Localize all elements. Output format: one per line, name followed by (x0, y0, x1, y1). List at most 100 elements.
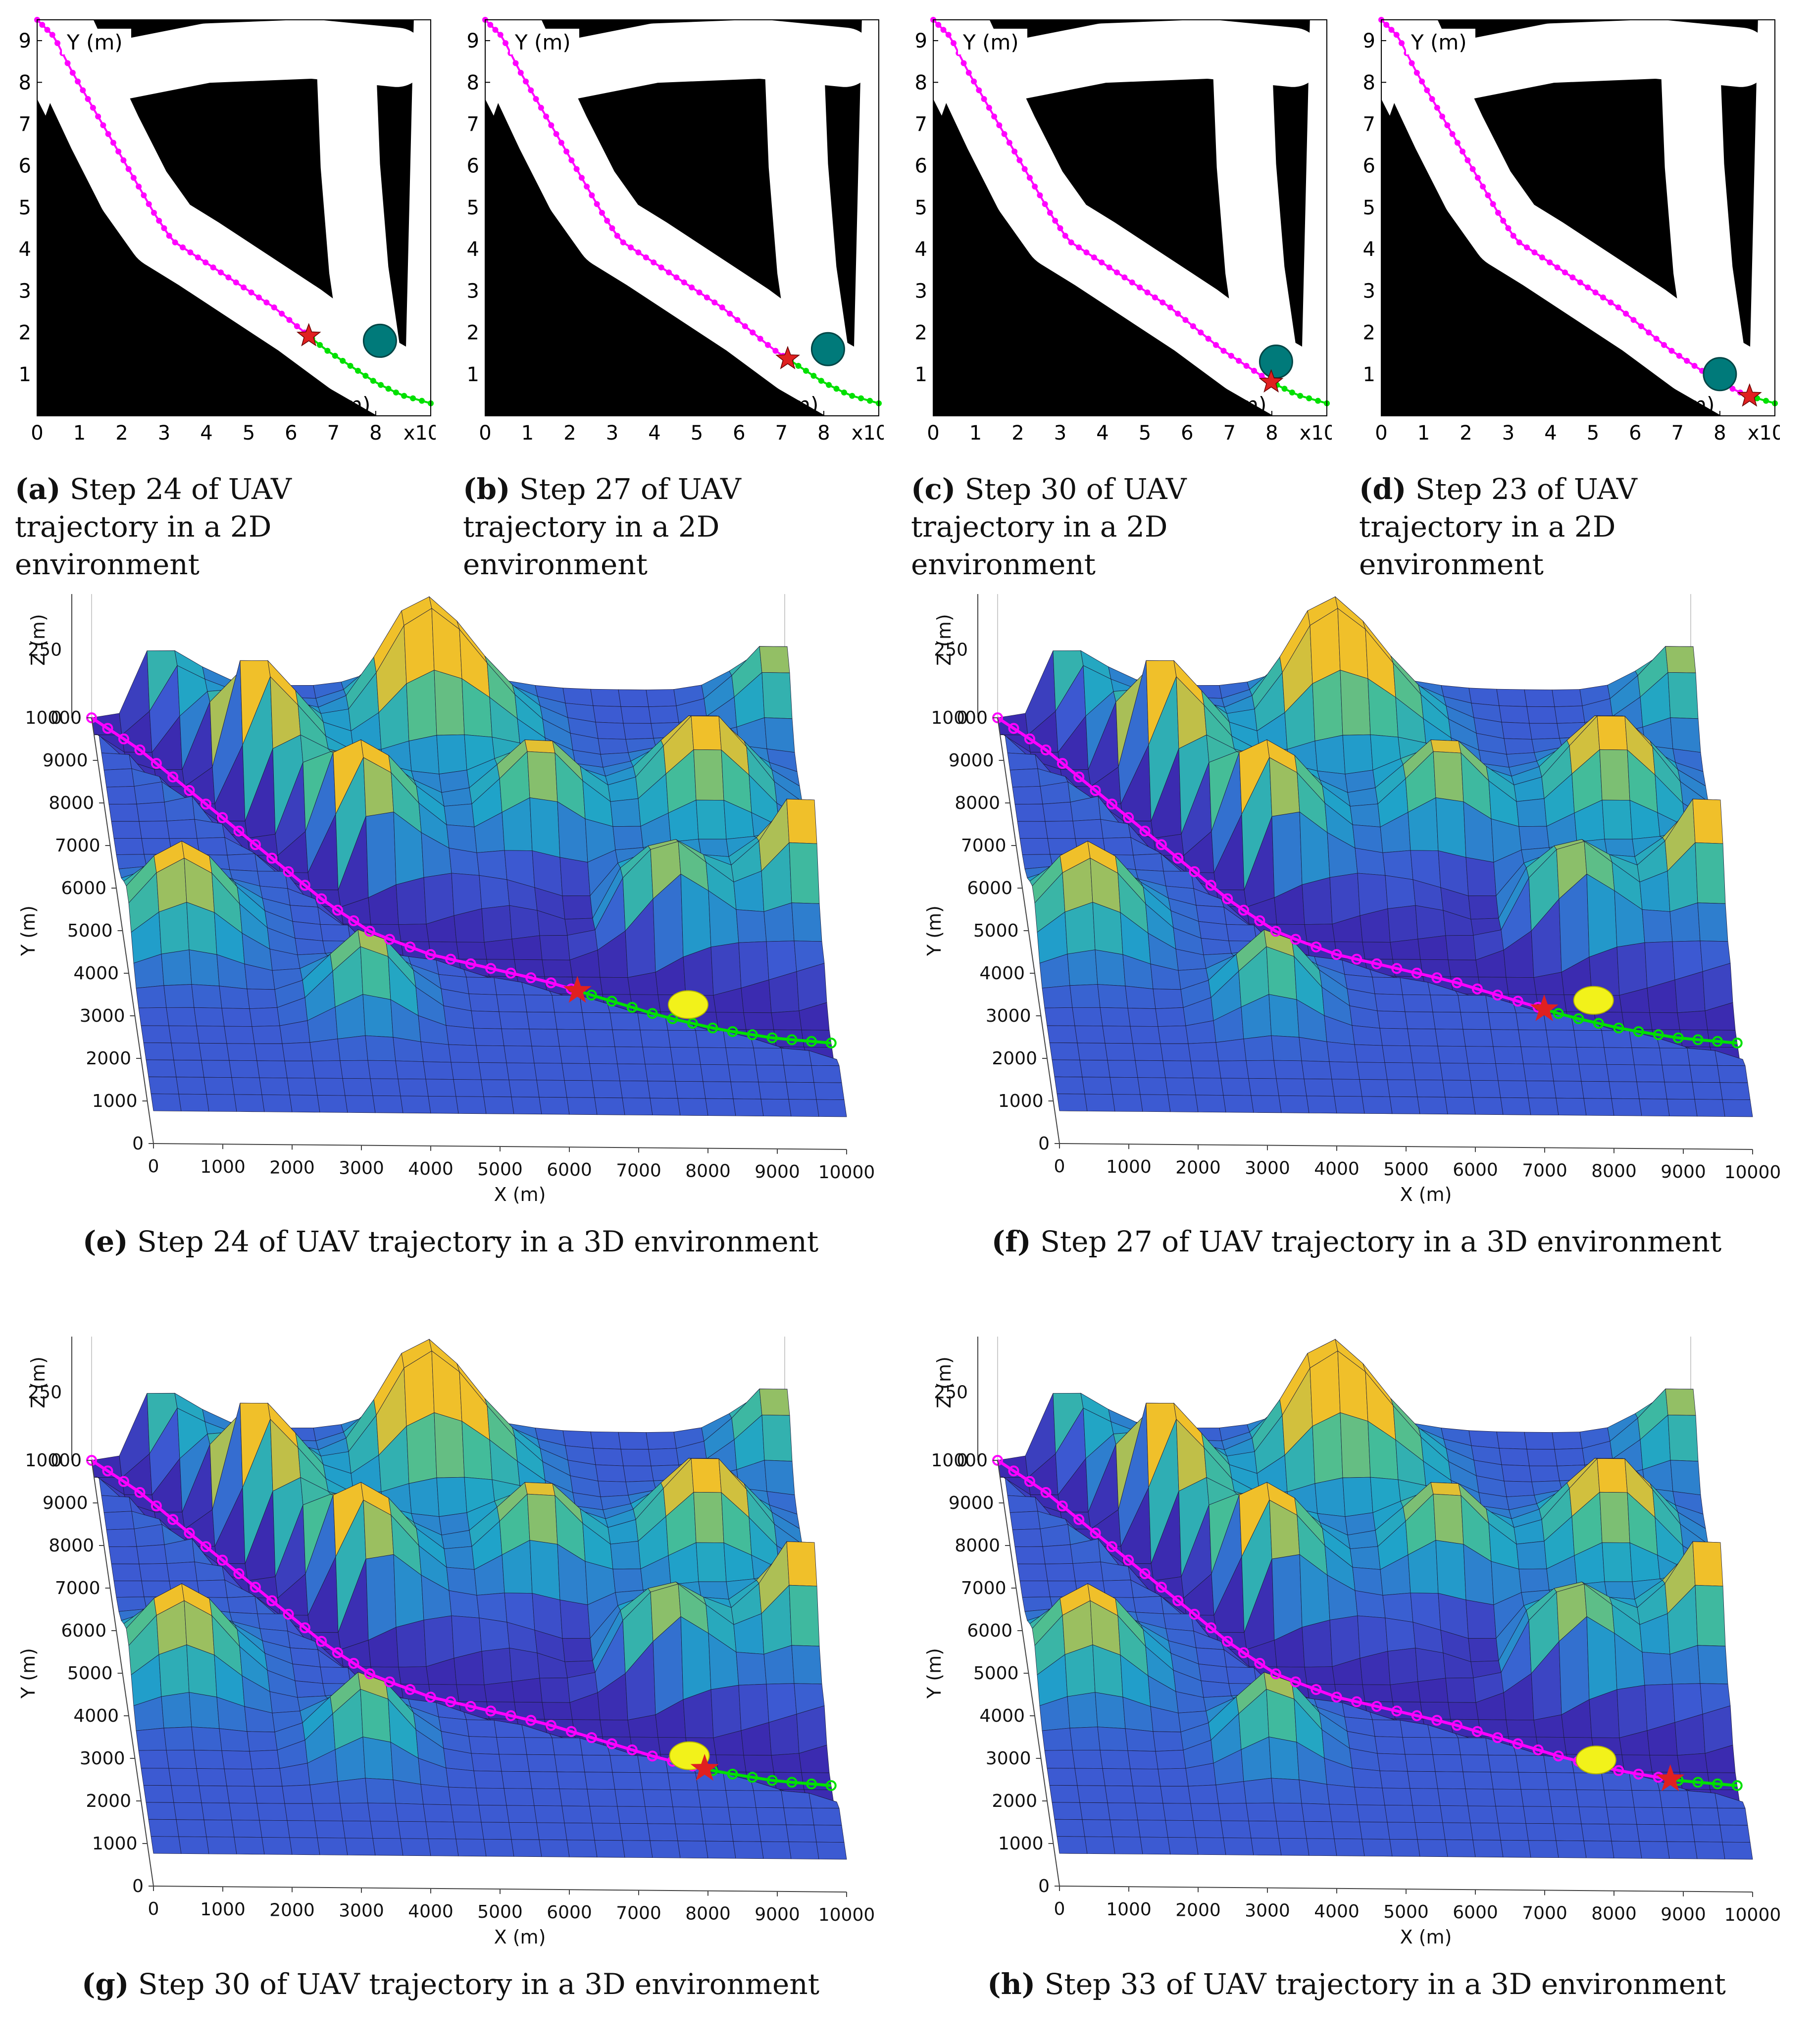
terrain-cell (1387, 905, 1418, 943)
panel-2d-a: 0 1 2 3 4 5 6 7 8 1 2 3 4 5 6 7 8 9 x10³ Y (m) X (m) (a) Ste… (0, 0, 468, 581)
terrain-cell (700, 1064, 731, 1082)
terrain-cell (1649, 1012, 1680, 1030)
terrain-cell (196, 1768, 227, 1787)
terrain-cell (226, 1043, 257, 1061)
x-tick-label: 7 (775, 422, 788, 445)
flown-waypoint (628, 244, 634, 250)
flown-waypoint (130, 175, 137, 181)
flown-waypoint (1040, 1487, 1052, 1498)
x-tick-label: 3000 (1245, 1901, 1290, 1921)
terrain-cell (598, 738, 629, 755)
flown-waypoint (996, 122, 1003, 129)
terrain-cell (227, 1596, 258, 1614)
flown-waypoint (1057, 758, 1068, 769)
terrain-cell (1357, 1062, 1388, 1080)
terrain-cell (672, 1064, 704, 1082)
remaining-waypoint (1553, 1008, 1564, 1019)
flown-waypoint (248, 289, 254, 296)
flown-waypoint (1076, 244, 1082, 250)
flown-waypoint (553, 131, 559, 137)
x-tick-label: 4 (1544, 422, 1557, 445)
terrain-cell (1276, 1821, 1307, 1839)
x-tick-label: 8 (1265, 422, 1278, 445)
remaining-waypoint (803, 368, 809, 374)
flown-waypoint (1006, 140, 1012, 146)
terrain-cell (1548, 1789, 1579, 1807)
flown-waypoint (538, 104, 544, 111)
flown-waypoint (757, 336, 763, 342)
terrain-cell (1072, 1749, 1103, 1769)
remaining-waypoint (766, 1775, 778, 1786)
terrain-cell (1553, 1823, 1584, 1842)
terrain-cell (1251, 1095, 1282, 1113)
terrain-cell (647, 1823, 678, 1842)
flown-waypoint (1052, 217, 1058, 224)
terrain-cell (292, 1663, 323, 1684)
flown-waypoint (156, 217, 162, 224)
flown-waypoint (100, 122, 106, 129)
terrain-cell (1019, 1580, 1051, 1597)
terrain-cell (640, 1772, 671, 1790)
terrain-cell (282, 1042, 313, 1061)
terrain-cell (224, 1768, 255, 1787)
y-tick-label: 8 (1363, 71, 1375, 94)
terrain-cell (111, 1563, 142, 1582)
terrain-cell (622, 1840, 653, 1858)
terrain-cell (1442, 1080, 1473, 1098)
terrain-cell (593, 705, 624, 724)
y-tick-label: 6000 (61, 878, 106, 898)
flown-waypoint (271, 304, 277, 311)
flown-waypoint (1613, 1765, 1624, 1776)
terrain-cell (1611, 1841, 1642, 1859)
terrain-cell (365, 1778, 396, 1804)
flown-waypoint (425, 949, 436, 960)
y-tick-label: 2 (915, 322, 927, 345)
terrain-cell (1215, 1039, 1247, 1061)
terrain-cell (813, 1825, 845, 1843)
flown-waypoint (1236, 357, 1242, 364)
flown-waypoint (584, 183, 590, 190)
terrain-cell (640, 1030, 671, 1047)
flown-waypoint (1460, 149, 1466, 155)
terrain-cell (1357, 1615, 1388, 1659)
terrain-cell (1662, 1064, 1693, 1083)
terrain-cell (786, 1824, 817, 1843)
terrain-cell (257, 1613, 288, 1632)
terrain-cell (1631, 1790, 1663, 1808)
terrain-cell (696, 1542, 727, 1582)
y-tick-label: 1000 (92, 1834, 138, 1854)
terrain-cell (146, 1059, 177, 1078)
y-tick-label: 7000 (961, 1578, 1007, 1598)
terrain-cell (1354, 1044, 1385, 1063)
terrain-cell (667, 1030, 699, 1048)
y-tick-label: 8 (915, 71, 927, 94)
terrain-cell (1201, 1680, 1232, 1698)
terrain-cell (224, 1026, 255, 1044)
terrain-cell (1246, 1060, 1277, 1079)
flown-waypoint (1290, 1676, 1301, 1688)
terrain-cell (1599, 1492, 1630, 1543)
flown-waypoint (1500, 217, 1507, 224)
y-tick-label: 1000 (92, 1091, 138, 1111)
free-corridor-right (1661, 27, 1746, 388)
remaining-path-line (704, 1767, 832, 1787)
flown-waypoint (1512, 1738, 1523, 1749)
terrain-cell (1195, 1837, 1226, 1855)
terrain-cell (1084, 1094, 1115, 1112)
flown-waypoint (195, 254, 201, 260)
terrain-cell (1097, 984, 1128, 1008)
terrain-cell (451, 1615, 482, 1659)
flown-waypoint (95, 113, 101, 120)
terrain-cell (1702, 1705, 1733, 1754)
terrain-cell (670, 1790, 701, 1807)
terrain-cell (1057, 1836, 1088, 1854)
terrain-cell (103, 1511, 135, 1530)
flown-waypoint (1238, 1647, 1249, 1658)
terrain-cell (1460, 1754, 1491, 1773)
y-tick-label: 1 (915, 363, 927, 386)
terrain-cell (733, 1098, 764, 1117)
x-tick-label: 5 (1139, 422, 1151, 445)
terrain-cell (1495, 1806, 1526, 1824)
terrain-cell (1162, 1803, 1194, 1821)
flown-waypoint (935, 22, 942, 28)
